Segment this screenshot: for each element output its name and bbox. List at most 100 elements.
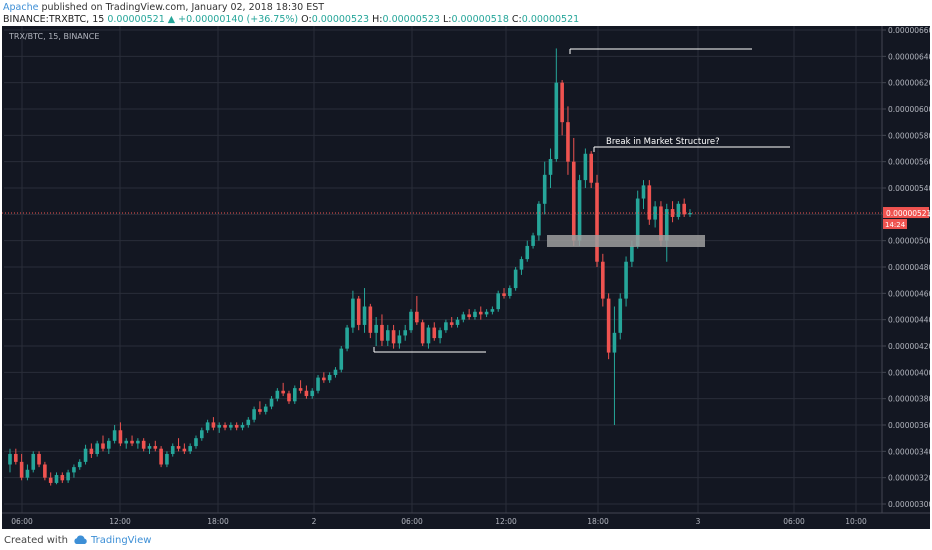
chart-grid xyxy=(4,26,882,513)
candle-body xyxy=(432,327,437,339)
candle-body xyxy=(101,443,105,449)
price-tick-label: 0.00000500 xyxy=(888,237,930,246)
symbol-line: BINANCE:TRXBTC, 15 0.00000521 ▲ +0.00000… xyxy=(3,14,579,25)
author-link[interactable]: Apache xyxy=(3,2,39,13)
candle xyxy=(688,209,692,217)
price-tick-label: 0.00000320 xyxy=(888,474,930,483)
candle-body xyxy=(478,311,483,315)
candle xyxy=(403,324,408,341)
candle-body xyxy=(403,330,408,336)
candle xyxy=(37,451,41,468)
candle xyxy=(612,306,617,425)
candle xyxy=(153,440,158,452)
candle-body xyxy=(542,174,547,204)
candle-body xyxy=(374,324,378,333)
price-tick-label: 0.00000560 xyxy=(888,158,930,167)
candle-body xyxy=(362,306,367,325)
candle xyxy=(269,396,274,410)
candle-body xyxy=(72,467,76,473)
candle-body xyxy=(37,453,41,465)
candle-body xyxy=(438,330,442,339)
candle xyxy=(165,451,169,468)
annotation-text[interactable]: Break in Market Structure? xyxy=(606,137,720,147)
candle-body xyxy=(548,159,553,175)
candle-body xyxy=(490,309,495,312)
candle xyxy=(490,306,495,315)
candle-body xyxy=(205,422,210,431)
candle-body xyxy=(118,430,123,444)
candle-body xyxy=(653,206,657,220)
candle xyxy=(531,232,535,249)
candle xyxy=(664,203,669,262)
candle-body xyxy=(292,388,297,402)
candle-body xyxy=(461,314,466,320)
time-tick-label: 06:00 xyxy=(401,517,423,526)
candle-body xyxy=(182,448,187,452)
candle xyxy=(670,201,675,223)
candle-body xyxy=(612,332,617,353)
candle xyxy=(25,464,30,481)
candle-body xyxy=(502,293,506,296)
candle-body xyxy=(397,335,402,344)
candle-body xyxy=(426,327,431,344)
candle xyxy=(548,148,553,188)
candle xyxy=(136,438,140,449)
candle-body xyxy=(513,269,518,289)
chart-area[interactable]: Break in Market Structure? 0.00000660 0.0… xyxy=(2,26,932,529)
candle-body xyxy=(467,314,471,318)
candle-body xyxy=(25,469,30,478)
candle-body xyxy=(83,448,88,462)
close-label: C: xyxy=(511,14,522,25)
created-with-label: Created with xyxy=(4,534,68,546)
candle xyxy=(48,472,53,486)
candle xyxy=(676,201,681,220)
candle-body xyxy=(473,311,477,318)
candle-body xyxy=(676,203,681,217)
change-arrow-icon: ▲ xyxy=(167,14,176,25)
candle xyxy=(444,319,448,333)
candle-body xyxy=(368,306,373,333)
price-tick-label: 0.00000640 xyxy=(888,52,930,61)
candle xyxy=(502,288,506,299)
chart-legend: TRX/BTC, 15, BINANCE xyxy=(8,32,99,41)
candle xyxy=(461,311,466,323)
candle-body xyxy=(199,430,204,439)
candle xyxy=(298,380,303,394)
candle-body xyxy=(688,213,692,215)
time-tick-label: 06:00 xyxy=(783,517,805,526)
candles-group xyxy=(8,48,692,486)
time-tick-label: 2 xyxy=(312,517,317,526)
candle-body xyxy=(66,472,70,481)
candle-body xyxy=(409,311,413,331)
candle xyxy=(316,374,320,394)
symbol-label[interactable]: BINANCE:TRXBTC, 15 xyxy=(3,14,105,25)
time-scale[interactable]: 06:00 12:00 18:00 2 06:00 12:00 18:00 3 06:00 10:… xyxy=(2,512,930,526)
price-tick-label: 0.00000540 xyxy=(888,184,930,193)
candle-body xyxy=(281,390,285,394)
tradingview-link[interactable]: TradingView xyxy=(73,535,151,546)
candle-body xyxy=(670,209,675,217)
candle-body xyxy=(31,453,36,470)
candle-body xyxy=(420,322,425,344)
support-zone[interactable] xyxy=(547,235,705,247)
open-label: O: xyxy=(301,14,312,25)
last-price: 0.00000521 xyxy=(107,14,165,25)
tradingview-cloud-icon xyxy=(74,535,87,544)
candle xyxy=(449,317,454,328)
candle xyxy=(647,180,652,225)
price-tick-label: 0.00000420 xyxy=(888,342,930,351)
candle xyxy=(385,324,390,346)
price-tick-label: 0.00000400 xyxy=(888,368,930,377)
candle-body xyxy=(136,440,140,444)
candle-body xyxy=(385,330,390,341)
price-scale[interactable]: 0.00000660 0.00000640 0.00000620 0.00000600… xyxy=(881,26,932,529)
candle-body xyxy=(234,425,239,428)
time-tick-label: 18:00 xyxy=(207,517,229,526)
candle xyxy=(199,427,204,441)
price-tick-label: 0.00000340 xyxy=(888,447,930,456)
price-tick-label: 0.00000380 xyxy=(888,395,930,404)
candle-body xyxy=(484,311,489,315)
candle xyxy=(130,435,134,447)
publish-info: published on TradingView.com, January 02… xyxy=(41,2,325,13)
candle-body xyxy=(141,440,146,449)
